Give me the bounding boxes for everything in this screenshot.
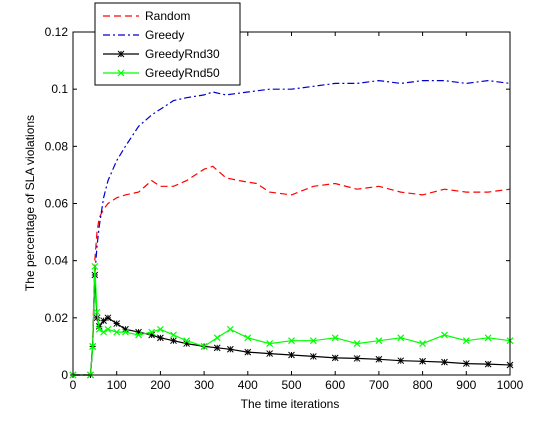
data-point: [135, 331, 142, 339]
data-point: [100, 328, 108, 336]
x-tick-label: 200: [150, 378, 170, 392]
data-point: [353, 340, 361, 347]
data-point: [91, 262, 99, 270]
data-point: [100, 317, 107, 325]
x-axis-label: The time iterations: [241, 397, 340, 411]
data-point: [183, 337, 191, 345]
series-line-greedy: [73, 79, 511, 376]
data-point: [331, 354, 339, 362]
data-point: [89, 342, 97, 350]
data-point: [244, 334, 252, 342]
data-point: [441, 331, 448, 339]
x-tick-label: 100: [107, 378, 127, 392]
legend-label: GreedyRnd30: [145, 47, 220, 61]
x-tick-label: 500: [281, 378, 301, 392]
axes-layer: 0 100 200 300 400 500 600 700 800 900 1000 0 0.02 0.0…: [45, 25, 524, 392]
legend-label: Greedy: [145, 28, 184, 42]
legend-marker: [117, 69, 125, 77]
x-tick-label: 800: [413, 378, 433, 392]
data-point: [484, 360, 492, 368]
legend: Random Greedy GreedyRnd30 GreedyRnd50: [94, 2, 241, 86]
data-point: [200, 342, 208, 350]
data-point: [213, 344, 221, 352]
x-tick-label: 600: [325, 378, 345, 392]
data-point: [288, 337, 295, 345]
data-point: [353, 355, 361, 362]
data-point: [170, 337, 177, 345]
legend-label: Random: [145, 9, 190, 23]
legend-marker: [117, 50, 125, 58]
legend-entry: GreedyRnd30: [103, 47, 220, 61]
data-point: [441, 358, 448, 366]
data-point: [375, 337, 383, 345]
data-point: [462, 360, 470, 367]
data-point: [419, 340, 427, 347]
legend-entry: Greedy: [103, 28, 184, 42]
data-point: [170, 331, 177, 339]
data-point: [122, 328, 129, 336]
y-tick-label: 0.1: [51, 82, 68, 96]
y-axis-label: The percentage of SLA violations: [23, 115, 37, 291]
data-point: [244, 348, 252, 356]
x-tick-label: 0: [70, 378, 77, 392]
data-point: [213, 334, 221, 342]
data-point: [122, 325, 129, 333]
y-tick-label: 0.02: [45, 311, 69, 325]
data-point: [93, 314, 101, 322]
data-point: [226, 325, 234, 333]
data-point: [104, 325, 112, 333]
data-point: [397, 334, 405, 342]
y-tick-label: 0.08: [45, 139, 69, 153]
data-point: [484, 334, 492, 342]
data-point: [419, 357, 426, 365]
data-point: [462, 337, 470, 345]
x-tick-label: 1000: [497, 378, 524, 392]
data-point: [104, 314, 112, 322]
data-point: [226, 345, 234, 353]
series-line-random: [73, 165, 511, 376]
x-tick-label: 300: [194, 378, 214, 392]
data-point: [309, 337, 317, 345]
y-tick-label: 0.04: [45, 254, 69, 268]
y-tick-label: 0: [61, 368, 68, 382]
data-point: [331, 334, 339, 342]
legend-label: GreedyRnd50: [145, 66, 220, 80]
x-tick-label: 400: [238, 378, 258, 392]
data-point: [157, 334, 164, 342]
data-point: [397, 357, 405, 365]
data-point: [266, 340, 274, 347]
x-tick-label: 900: [456, 378, 476, 392]
data-point: [309, 353, 317, 360]
y-tick-label: 0.06: [45, 197, 69, 211]
y-tick-label: 0.12: [45, 25, 69, 39]
legend-entry: Random: [103, 9, 190, 23]
data-point: [266, 350, 274, 357]
data-point: [156, 325, 164, 333]
data-point: [375, 355, 383, 363]
x-tick-label: 700: [369, 378, 389, 392]
data-point: [113, 328, 121, 336]
data-point: [113, 320, 121, 327]
data-point: [148, 328, 156, 336]
data-point: [95, 325, 103, 333]
series-layer: [69, 79, 514, 379]
data-point: [93, 308, 101, 316]
data-point: [288, 351, 295, 359]
legend-entry: GreedyRnd50: [103, 66, 220, 80]
